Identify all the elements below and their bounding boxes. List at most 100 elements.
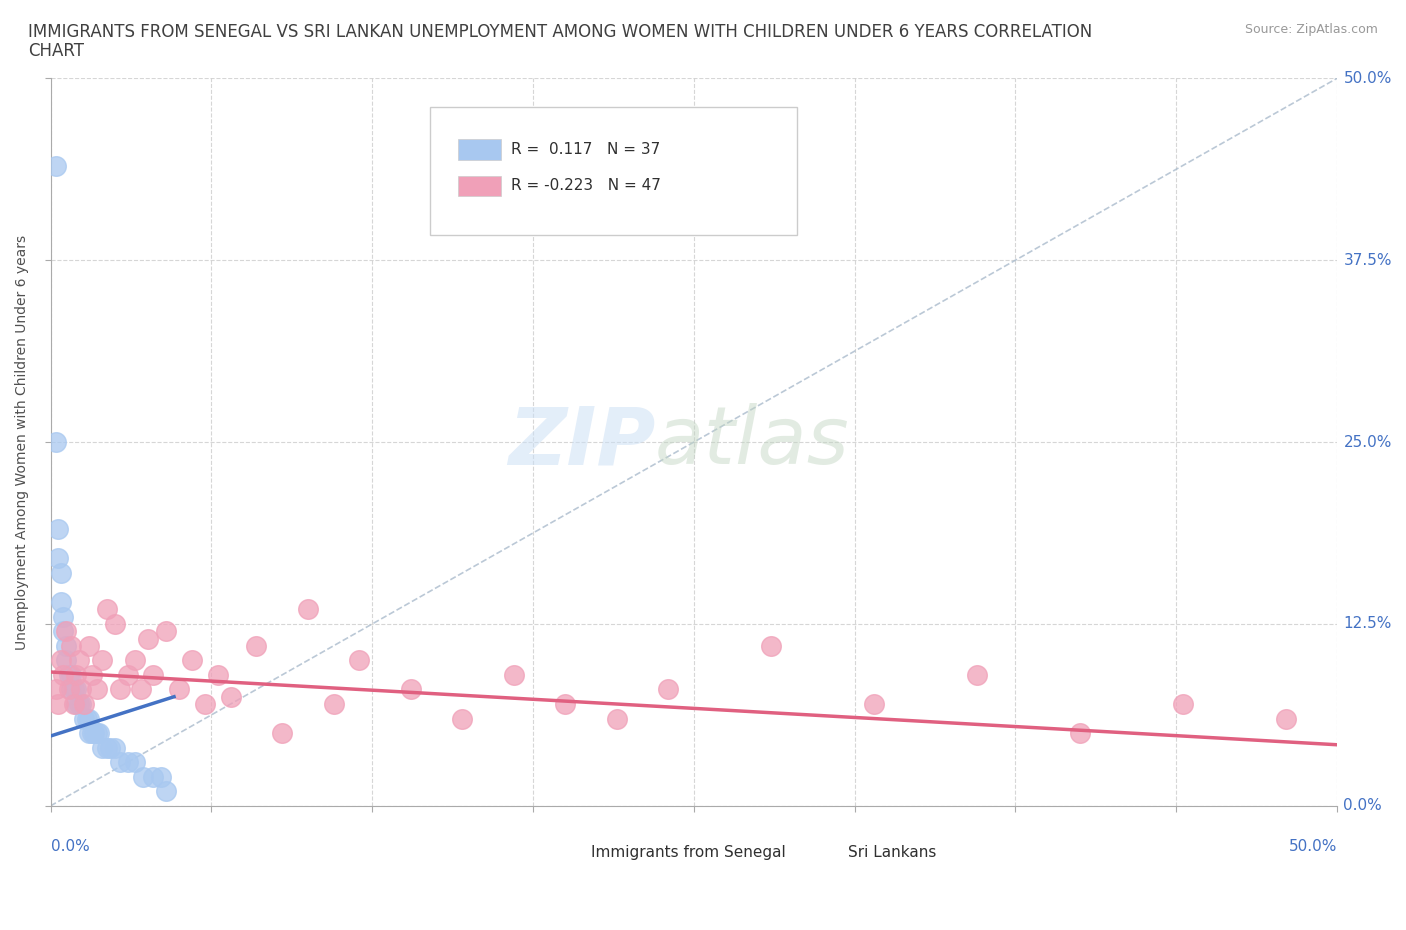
- Text: Sri Lankans: Sri Lankans: [848, 845, 936, 860]
- Point: [77, 711, 100, 726]
- Point: [657, 682, 679, 697]
- Point: [58, 682, 80, 697]
- Point: [117, 755, 139, 770]
- Point: [245, 638, 267, 653]
- Point: [322, 697, 344, 711]
- Point: [49, 594, 72, 609]
- Point: [86, 725, 108, 740]
- Point: [502, 668, 524, 683]
- Bar: [803, 844, 839, 860]
- Point: [606, 711, 628, 726]
- Point: [45, 158, 67, 173]
- Bar: [458, 140, 501, 160]
- Text: R = -0.223   N = 47: R = -0.223 N = 47: [512, 179, 661, 193]
- Point: [142, 769, 165, 784]
- Point: [55, 653, 77, 668]
- Text: atlas: atlas: [655, 403, 851, 481]
- Text: 50.0%: 50.0%: [1289, 839, 1337, 854]
- Point: [58, 668, 80, 683]
- Point: [117, 668, 139, 683]
- Text: 0.0%: 0.0%: [51, 839, 89, 854]
- Text: 37.5%: 37.5%: [1344, 253, 1392, 268]
- Point: [77, 638, 100, 653]
- Point: [67, 653, 90, 668]
- Point: [129, 682, 152, 697]
- Point: [76, 711, 98, 726]
- Text: R =  0.117   N = 37: R = 0.117 N = 37: [512, 142, 661, 157]
- Point: [297, 602, 319, 617]
- Point: [55, 638, 77, 653]
- Point: [60, 668, 83, 683]
- Point: [194, 697, 217, 711]
- FancyBboxPatch shape: [430, 107, 797, 234]
- Point: [104, 617, 127, 631]
- Point: [52, 609, 75, 624]
- Point: [349, 653, 371, 668]
- Point: [155, 624, 177, 639]
- Point: [142, 668, 165, 683]
- Point: [62, 682, 84, 697]
- Text: 25.0%: 25.0%: [1344, 434, 1392, 449]
- Text: 12.5%: 12.5%: [1344, 617, 1392, 631]
- Point: [104, 740, 127, 755]
- Text: CHART: CHART: [28, 42, 84, 60]
- Point: [966, 668, 988, 683]
- Point: [70, 682, 93, 697]
- Point: [96, 740, 118, 755]
- Point: [49, 565, 72, 580]
- Text: Immigrants from Senegal: Immigrants from Senegal: [591, 845, 786, 860]
- Point: [399, 682, 422, 697]
- Y-axis label: Unemployment Among Women with Children Under 6 years: Unemployment Among Women with Children U…: [15, 234, 30, 650]
- Point: [124, 653, 146, 668]
- Point: [91, 740, 114, 755]
- Point: [65, 682, 87, 697]
- Point: [45, 434, 67, 449]
- Point: [67, 697, 90, 711]
- Point: [108, 682, 131, 697]
- Point: [80, 668, 103, 683]
- Bar: [458, 176, 501, 196]
- Point: [45, 682, 67, 697]
- Text: IMMIGRANTS FROM SENEGAL VS SRI LANKAN UNEMPLOYMENT AMONG WOMEN WITH CHILDREN UND: IMMIGRANTS FROM SENEGAL VS SRI LANKAN UN…: [28, 23, 1092, 41]
- Point: [73, 711, 96, 726]
- Point: [60, 682, 83, 697]
- Point: [86, 682, 108, 697]
- Point: [863, 697, 886, 711]
- Point: [554, 697, 576, 711]
- Point: [70, 697, 93, 711]
- Point: [49, 653, 72, 668]
- Point: [52, 668, 75, 683]
- Point: [124, 755, 146, 770]
- Point: [132, 769, 155, 784]
- Text: 0.0%: 0.0%: [1344, 798, 1382, 814]
- Point: [91, 653, 114, 668]
- Point: [1069, 725, 1091, 740]
- Point: [73, 697, 96, 711]
- Point: [207, 668, 229, 683]
- Point: [219, 689, 242, 704]
- Point: [98, 740, 121, 755]
- Point: [65, 697, 87, 711]
- Point: [62, 697, 84, 711]
- Point: [46, 522, 69, 537]
- Text: ZIP: ZIP: [508, 403, 655, 481]
- Point: [1274, 711, 1296, 726]
- Point: [451, 711, 474, 726]
- Point: [759, 638, 782, 653]
- Point: [65, 668, 87, 683]
- Text: Source: ZipAtlas.com: Source: ZipAtlas.com: [1244, 23, 1378, 36]
- Point: [108, 755, 131, 770]
- Point: [136, 631, 159, 646]
- Point: [96, 602, 118, 617]
- Point: [46, 697, 69, 711]
- Point: [167, 682, 190, 697]
- Text: 50.0%: 50.0%: [1344, 71, 1392, 86]
- Point: [83, 725, 105, 740]
- Point: [80, 725, 103, 740]
- Point: [271, 725, 294, 740]
- Point: [60, 638, 83, 653]
- Bar: [546, 844, 582, 860]
- Point: [1171, 697, 1194, 711]
- Point: [46, 551, 69, 566]
- Point: [181, 653, 204, 668]
